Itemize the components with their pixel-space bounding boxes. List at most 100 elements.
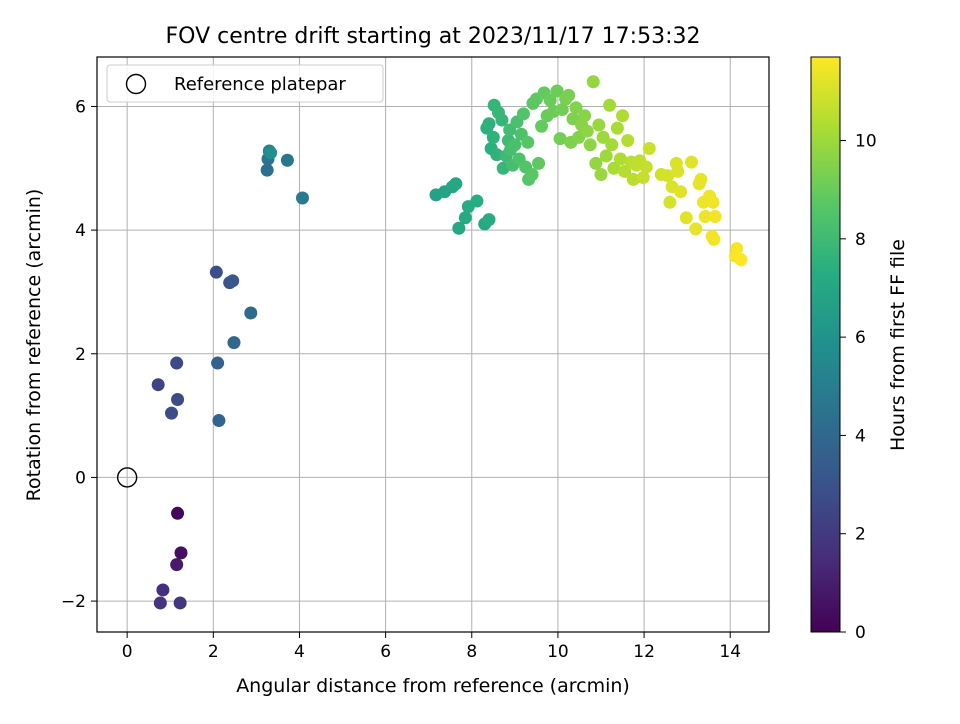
data-point: [174, 546, 188, 560]
data-point: [165, 406, 179, 420]
colorbar-gradient: [810, 56, 841, 633]
data-points: [116, 75, 748, 610]
data-point: [516, 107, 530, 121]
colorbar-tick-label: 8: [855, 230, 866, 250]
data-point: [553, 132, 567, 146]
data-point: [171, 393, 185, 407]
data-point: [605, 138, 619, 152]
colorbar-tick-label: 2: [855, 525, 866, 545]
data-point: [698, 210, 712, 224]
y-axis-label: Rotation from reference (arcmin): [23, 189, 45, 502]
data-point: [264, 146, 278, 160]
colorbar-label: Hours from first FF file: [887, 239, 909, 451]
data-point: [170, 558, 184, 572]
x-tick-label: 2: [208, 642, 219, 662]
data-point: [173, 596, 187, 610]
data-point: [613, 152, 627, 166]
data-point: [470, 194, 484, 208]
data-point: [521, 135, 535, 149]
legend-label: Reference platepar: [174, 74, 346, 95]
legend-marker-circle: [125, 73, 147, 95]
data-point: [636, 171, 650, 185]
data-point: [569, 101, 583, 115]
data-point: [618, 164, 632, 178]
data-point: [482, 213, 496, 227]
data-point: [555, 103, 569, 117]
data-point: [594, 167, 608, 181]
data-point: [616, 109, 630, 123]
grid-lines: [97, 57, 769, 632]
x-tick-label: 6: [380, 642, 391, 662]
data-point: [707, 232, 721, 246]
data-point: [589, 156, 603, 170]
data-point: [679, 211, 693, 225]
colorbar-tick-label: 6: [855, 328, 866, 348]
colorbar: 0 2 4 6 8 10 Hours from first FF file: [810, 56, 909, 643]
data-point: [674, 185, 688, 199]
data-point: [580, 124, 594, 138]
data-point: [583, 138, 597, 152]
y-tick-label: −2: [61, 592, 86, 612]
y-tick-label: 6: [75, 97, 86, 117]
data-point: [596, 130, 610, 144]
y-tick-label: 4: [75, 221, 86, 241]
data-point: [170, 356, 184, 370]
reference-platepar-marker: [116, 467, 138, 488]
x-tick-label: 4: [294, 642, 305, 662]
y-tick-label: 0: [75, 468, 86, 488]
data-point: [562, 88, 576, 102]
data-point: [578, 109, 592, 123]
data-point: [669, 156, 683, 170]
data-point: [525, 167, 539, 181]
data-point: [535, 119, 549, 133]
axis-ticks: 0 2 4 6 8 10 12 14 −2 0 2 4 6: [61, 97, 741, 662]
y-tick-label: 2: [75, 345, 86, 365]
x-axis-label: Angular distance from reference (arcmin): [236, 675, 630, 697]
data-point: [626, 172, 640, 186]
legend-box: [106, 64, 384, 103]
data-point: [610, 121, 624, 135]
data-point: [599, 149, 613, 163]
data-point: [661, 169, 675, 183]
data-point: [482, 117, 496, 131]
data-point: [543, 93, 557, 107]
data-point: [694, 172, 708, 186]
x-tick-label: 8: [466, 642, 477, 662]
x-tick-label: 10: [547, 642, 569, 662]
data-point: [171, 506, 185, 520]
data-point: [734, 253, 748, 267]
data-point: [592, 118, 606, 132]
data-point: [663, 195, 677, 209]
data-point: [449, 177, 463, 191]
plot-frame: [96, 56, 770, 633]
data-point: [280, 153, 294, 167]
data-point: [211, 356, 225, 370]
chart-title: FOV centre drift starting at 2023/11/17 …: [166, 24, 701, 49]
data-point: [495, 113, 509, 127]
data-point: [151, 378, 165, 392]
colorbar-ticks: 0 2 4 6 8 10: [840, 132, 877, 643]
data-point: [244, 306, 258, 320]
data-point: [490, 148, 504, 162]
data-point: [708, 210, 722, 224]
data-point: [486, 130, 500, 144]
data-point: [212, 414, 226, 428]
data-point: [607, 161, 621, 175]
data-point: [621, 133, 635, 147]
data-point: [706, 195, 720, 209]
data-point: [452, 221, 466, 235]
data-point: [689, 222, 703, 236]
data-point: [458, 211, 472, 225]
data-point: [295, 191, 309, 205]
data-point: [209, 265, 223, 279]
colorbar-tick-label: 0: [855, 623, 866, 643]
data-point: [586, 75, 600, 89]
data-point: [153, 596, 167, 610]
data-point: [227, 336, 241, 350]
data-point: [603, 98, 617, 112]
data-point: [260, 163, 274, 177]
data-point: [639, 160, 653, 174]
data-point: [532, 156, 546, 170]
data-point: [684, 155, 698, 169]
